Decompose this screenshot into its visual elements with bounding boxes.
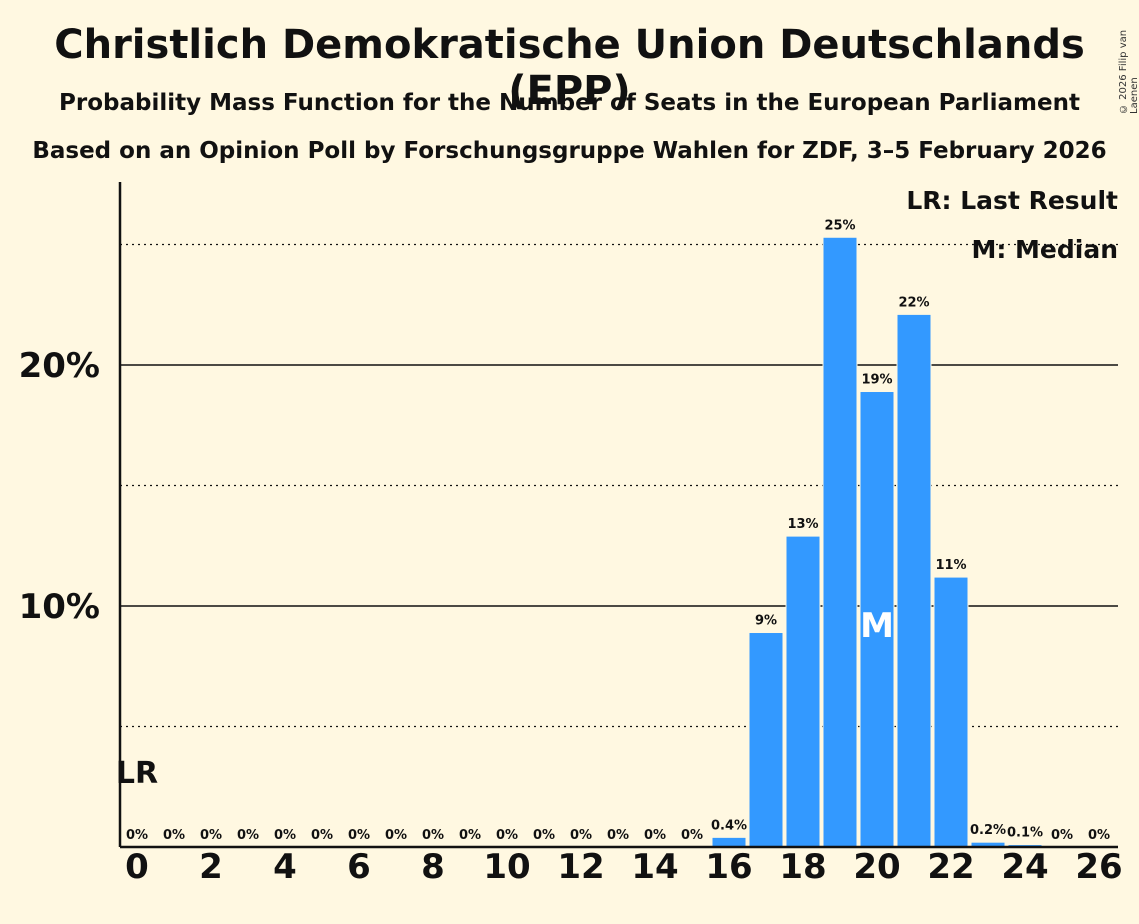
bar-value-label: 22% <box>898 295 929 310</box>
bar-seats-17 <box>748 632 784 848</box>
x-tick-label: 16 <box>705 847 752 887</box>
x-tick-label: 2 <box>199 847 223 887</box>
bar-value-label: 0% <box>533 828 555 843</box>
bar-seats-18 <box>785 535 821 848</box>
x-tick-label: 8 <box>421 847 445 887</box>
bar-value-label: 9% <box>755 614 777 629</box>
x-tick-label: 24 <box>1001 847 1048 887</box>
bar-value-label: 11% <box>935 558 966 573</box>
x-tick-label: 22 <box>927 847 974 887</box>
bar-seats-16 <box>711 836 747 848</box>
bar-value-label: 0% <box>644 828 666 843</box>
x-tick-label: 0 <box>125 847 149 887</box>
bar-value-label: 0% <box>681 828 703 843</box>
bar-value-label: 0% <box>1051 828 1073 843</box>
bar-value-label: 19% <box>861 373 892 388</box>
bar-value-label: 0% <box>311 828 333 843</box>
bar-seats-21 <box>896 313 932 848</box>
chart-title: Christlich Demokratische Union Deutschla… <box>54 22 1085 114</box>
bar-seats-19 <box>822 236 858 848</box>
bar-value-label: 0% <box>607 828 629 843</box>
y-tick-label: 20% <box>19 346 100 386</box>
bar-value-label: 0% <box>459 828 481 843</box>
bar-value-label: 0% <box>274 828 296 843</box>
legend-last-result: LR: Last Result <box>906 186 1118 215</box>
bar-value-label: 0% <box>422 828 444 843</box>
x-tick-label: 20 <box>853 847 900 887</box>
bar-value-label: 0% <box>385 828 407 843</box>
legend-median: M: Median <box>971 235 1118 264</box>
bar-value-label: 0.1% <box>1007 826 1043 841</box>
y-tick-label: 10% <box>19 587 100 627</box>
x-tick-label: 18 <box>779 847 826 887</box>
bar-value-label: 0.2% <box>970 823 1006 838</box>
chart-subtitle: Probability Mass Function for the Number… <box>59 90 1080 116</box>
bar-value-label: 0% <box>348 828 370 843</box>
bar-value-label: 0% <box>163 828 185 843</box>
chart-source: Based on an Opinion Poll by Forschungsgr… <box>32 138 1107 164</box>
x-tick-label: 4 <box>273 847 297 887</box>
bar-value-label: 0% <box>570 828 592 843</box>
bar-value-label: 0% <box>496 828 518 843</box>
bar-value-label: 0% <box>200 828 222 843</box>
bar-value-label: 0% <box>126 828 148 843</box>
bar-seats-20 <box>859 391 895 848</box>
x-tick-label: 10 <box>483 847 530 887</box>
median-marker: M <box>860 606 894 646</box>
x-tick-label: 6 <box>347 847 371 887</box>
bar-value-label: 0.4% <box>711 818 747 833</box>
x-tick-label: 12 <box>557 847 604 887</box>
bar-value-label: 0% <box>237 828 259 843</box>
x-tick-label: 14 <box>631 847 678 887</box>
bar-value-label: 0% <box>1088 828 1110 843</box>
bar-seats-22 <box>933 576 969 848</box>
last-result-marker: LR <box>116 756 158 791</box>
x-tick-label: 26 <box>1075 847 1122 887</box>
bar-value-label: 13% <box>787 517 818 532</box>
bar-value-label: 25% <box>824 218 855 233</box>
